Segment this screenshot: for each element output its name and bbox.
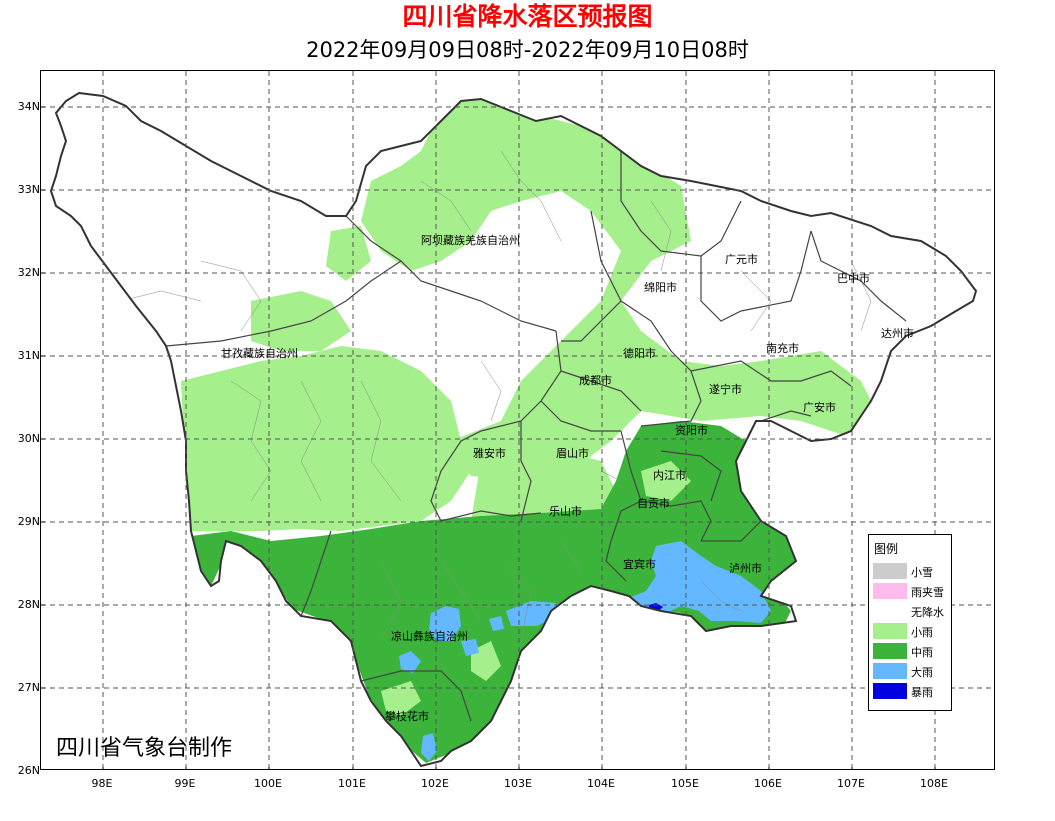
legend-item-sleet: 雨夹雪 [873, 583, 953, 601]
legend-swatch [873, 583, 907, 599]
city-label-yibin: 宜宾市 [623, 557, 656, 571]
legend-item-heavy-rain: 大雨 [873, 663, 953, 681]
lat-tick-31: 31N [17, 349, 40, 362]
legend-item-light-snow: 小雪 [873, 563, 953, 581]
map-frame: 阿坝藏族羌族自治州 甘孜藏族自治州 广元市 巴中市 绵阳市 达州市 德阳市 南充… [40, 70, 995, 770]
lat-tick-28: 28N [17, 598, 40, 611]
legend-label: 小雪 [911, 566, 933, 579]
city-label-deyang: 德阳市 [623, 346, 656, 360]
lat-tick-29: 29N [17, 515, 40, 528]
legend-swatch [873, 623, 907, 639]
city-label-ziyang: 资阳市 [675, 423, 708, 437]
legend-swatch [873, 683, 907, 699]
legend-label: 中雨 [911, 646, 933, 659]
city-label-yaan: 雅安市 [473, 446, 506, 460]
legend-title: 图例 [874, 542, 899, 556]
city-label-guangan: 广安市 [803, 400, 836, 414]
lon-tick-106: 106E [754, 777, 782, 790]
legend-item-light-rain: 小雨 [873, 623, 953, 641]
legend-label: 小雨 [911, 626, 933, 639]
city-label-aba: 阿坝藏族羌族自治州 [421, 233, 520, 247]
lat-tick-30: 30N [17, 432, 40, 445]
lon-tick-105: 105E [671, 777, 699, 790]
lon-tick-104: 104E [587, 777, 615, 790]
city-label-nanchong: 南充市 [766, 341, 799, 355]
city-label-neijiang: 内江市 [653, 468, 686, 482]
city-label-suining: 遂宁市 [709, 382, 742, 396]
city-label-dazhou: 达州市 [881, 326, 914, 340]
lon-tick-100: 100E [254, 777, 282, 790]
city-label-panzhihua: 攀枝花市 [385, 709, 429, 723]
city-label-bazhong: 巴中市 [837, 271, 870, 285]
legend-swatch [873, 563, 907, 579]
lon-tick-103: 103E [504, 777, 532, 790]
city-label-chengdu: 成都市 [579, 373, 612, 387]
city-label-ganzi: 甘孜藏族自治州 [221, 346, 298, 360]
lon-tick-99: 99E [174, 777, 196, 790]
lat-tick-32: 32N [17, 266, 40, 279]
lon-tick-101: 101E [338, 777, 366, 790]
sichuan-map: 阿坝藏族羌族自治州 甘孜藏族自治州 广元市 巴中市 绵阳市 达州市 德阳市 南充… [41, 71, 994, 769]
city-label-luzhou: 泸州市 [729, 561, 762, 575]
lon-tick-108: 108E [920, 777, 948, 790]
legend-label: 暴雨 [911, 686, 933, 699]
lon-tick-107: 107E [837, 777, 865, 790]
legend-item-moderate-rain: 中雨 [873, 643, 953, 661]
legend-item-no-precip: 无降水 [873, 603, 953, 621]
lat-tick-33: 33N [17, 183, 40, 196]
city-label-liangshan: 凉山彝族自治州 [391, 629, 468, 643]
lat-tick-34: 34N [17, 100, 40, 113]
map-subtitle: 2022年09月09日08时-2022年09月10日08时 [306, 38, 749, 62]
legend-swatch [873, 603, 907, 619]
lon-tick-98: 98E [91, 777, 113, 790]
legend-swatch [873, 663, 907, 679]
legend-box: 图例 小雪 雨夹雪 无降水 小雨 中雨 大雨 暴雨 [868, 534, 952, 711]
lon-tick-102: 102E [421, 777, 449, 790]
map-title: 四川省降水落区预报图 [402, 2, 653, 31]
city-label-guangyuan: 广元市 [725, 252, 758, 266]
city-label-zigong: 自贡市 [637, 496, 670, 510]
legend-swatch [873, 643, 907, 659]
lat-tick-26: 26N [17, 764, 40, 777]
city-label-meishan: 眉山市 [556, 446, 589, 460]
city-label-mianyang: 绵阳市 [644, 280, 677, 294]
legend-label: 无降水 [911, 606, 944, 619]
legend-label: 雨夹雪 [911, 586, 944, 599]
legend-item-rainstorm: 暴雨 [873, 683, 953, 701]
lat-tick-27: 27N [17, 681, 40, 694]
legend-label: 大雨 [911, 666, 933, 679]
city-label-leshan: 乐山市 [549, 504, 582, 518]
credit-text: 四川省气象台制作 [56, 736, 233, 761]
